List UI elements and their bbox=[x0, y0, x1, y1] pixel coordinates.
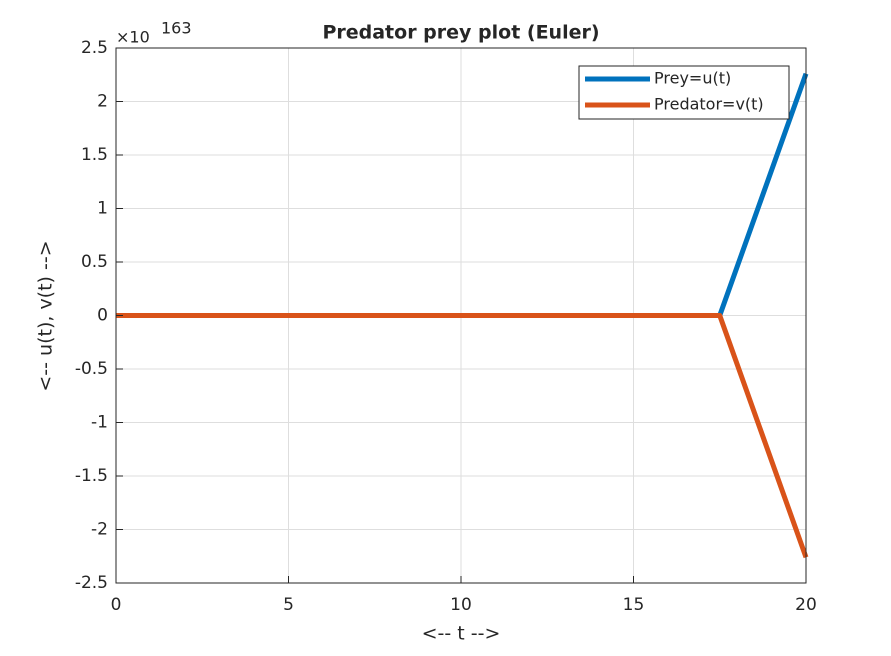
y-tick-label: 1 bbox=[97, 199, 108, 219]
legend-label: Prey=u(t) bbox=[654, 69, 731, 88]
x-tick-label: 10 bbox=[450, 595, 472, 615]
x-tick-label: 0 bbox=[111, 595, 122, 615]
x-axis-label: <-- t --> bbox=[422, 623, 501, 645]
y-tick-label: -1.5 bbox=[75, 466, 108, 486]
y-tick-label: 0 bbox=[97, 306, 108, 326]
x-tick-label: 20 bbox=[795, 595, 817, 615]
x-tick-label: 15 bbox=[623, 595, 645, 615]
y-multiplier-base: ×10 bbox=[116, 28, 150, 47]
y-tick-label: -2 bbox=[91, 520, 108, 540]
y-multiplier-exponent: 163 bbox=[161, 19, 192, 38]
series-line bbox=[116, 313, 809, 559]
plot-lines bbox=[116, 72, 809, 559]
y-tick-label: 1.5 bbox=[81, 145, 108, 165]
y-tick-label: -0.5 bbox=[75, 359, 108, 379]
y-tick-label: 2.5 bbox=[81, 38, 108, 58]
chart-title: Predator prey plot (Euler) bbox=[322, 22, 599, 44]
legend: Prey=u(t) Predator=v(t) bbox=[578, 65, 790, 120]
legend-box bbox=[578, 65, 790, 120]
y-tick-label: 0.5 bbox=[81, 252, 108, 272]
y-axis-label: <-- u(t), v(t) --> bbox=[35, 240, 57, 391]
y-tick-label: -1 bbox=[91, 413, 108, 433]
y-tick-label: 2 bbox=[97, 92, 108, 112]
x-tick-label: 5 bbox=[283, 595, 294, 615]
legend-label: Predator=v(t) bbox=[654, 95, 764, 114]
y-tick-label: -2.5 bbox=[75, 573, 108, 593]
